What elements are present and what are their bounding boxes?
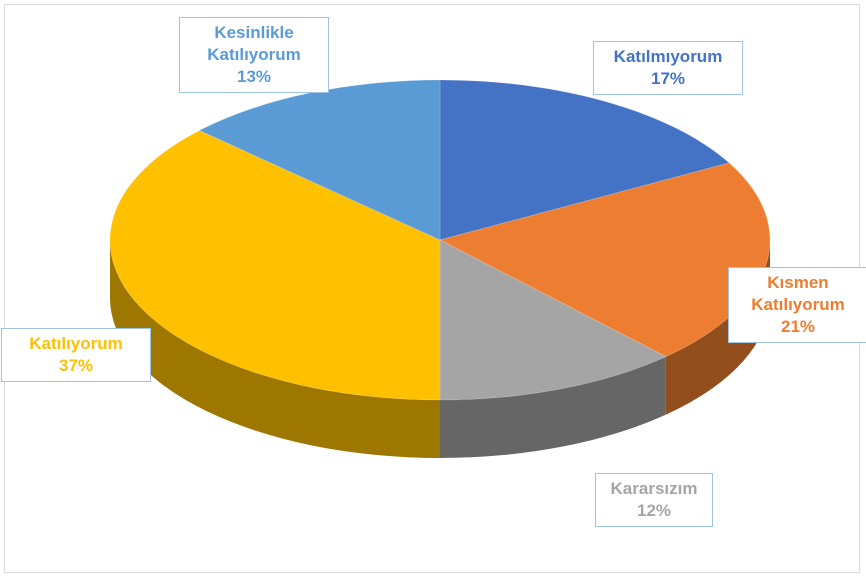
slice: [198, 79, 441, 241]
data-label: Katılıyorum 37%: [1, 328, 151, 382]
data-label: Kesinlikle Katılıyorum 13%: [179, 17, 329, 93]
slice: [439, 239, 668, 401]
label-category: Kısmen Katılıyorum: [751, 273, 845, 314]
slice-side: [665, 240, 770, 415]
label-category: Kesinlikle Katılıyorum: [207, 23, 301, 64]
label-value: 17%: [650, 69, 686, 88]
label-value: 13%: [236, 67, 272, 86]
label-category: Katılıyorum: [29, 334, 123, 353]
slice: [109, 129, 441, 401]
label-category: Kararsızım: [610, 479, 698, 498]
label-value: 21%: [780, 317, 816, 336]
data-label: Kısmen Katılıyorum 21%: [728, 267, 866, 343]
data-label: Kararsızım 12%: [595, 473, 713, 527]
label-category: Katılmıyorum: [613, 47, 723, 66]
label-value: 37%: [58, 356, 94, 375]
data-label: Katılmıyorum 17%: [593, 41, 743, 95]
label-value: 12%: [636, 501, 672, 520]
slice: [438, 162, 771, 358]
slice-side: [440, 356, 666, 458]
slice-side: [110, 240, 440, 458]
slice: [439, 79, 731, 241]
